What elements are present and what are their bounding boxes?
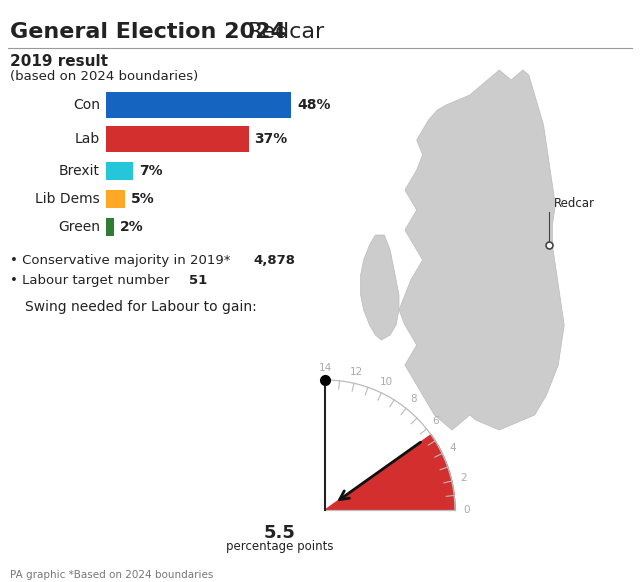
- Text: 10: 10: [380, 377, 393, 387]
- Text: Swing needed for Labour to gain:: Swing needed for Labour to gain:: [25, 300, 257, 314]
- Text: 5%: 5%: [131, 192, 155, 206]
- Polygon shape: [399, 70, 564, 430]
- Bar: [106, 162, 133, 180]
- Text: 14: 14: [318, 363, 332, 373]
- Text: Redcar: Redcar: [554, 197, 595, 210]
- Text: General Election 2024: General Election 2024: [10, 22, 286, 42]
- Text: 0: 0: [464, 505, 470, 515]
- Text: • Labour target number: • Labour target number: [10, 274, 173, 287]
- Polygon shape: [325, 435, 455, 510]
- Text: 5.5: 5.5: [264, 524, 296, 542]
- Text: Green: Green: [58, 220, 100, 234]
- Text: 2%: 2%: [120, 220, 143, 234]
- Text: 4: 4: [450, 443, 456, 453]
- Text: 48%: 48%: [297, 98, 330, 112]
- Text: Lab: Lab: [75, 132, 100, 146]
- Text: (based on 2024 boundaries): (based on 2024 boundaries): [10, 70, 198, 83]
- Bar: [106, 126, 248, 152]
- Text: 51: 51: [189, 274, 207, 287]
- Polygon shape: [361, 235, 399, 340]
- Text: 2019 result: 2019 result: [10, 54, 108, 69]
- Text: Lib Dems: Lib Dems: [35, 192, 100, 206]
- Text: 12: 12: [350, 367, 364, 377]
- Bar: [106, 190, 125, 208]
- Text: Brexit: Brexit: [59, 164, 100, 178]
- Text: 4,878: 4,878: [253, 254, 295, 267]
- Text: Con: Con: [73, 98, 100, 112]
- Text: Redcar: Redcar: [248, 22, 325, 42]
- Text: 7%: 7%: [139, 164, 163, 178]
- Text: percentage points: percentage points: [227, 540, 333, 553]
- Text: • Conservative majority in 2019*: • Conservative majority in 2019*: [10, 254, 235, 267]
- Text: 8: 8: [410, 394, 417, 404]
- Text: 6: 6: [433, 417, 439, 427]
- Bar: [106, 92, 291, 118]
- Text: 2: 2: [460, 473, 467, 484]
- Text: 37%: 37%: [255, 132, 288, 146]
- Text: PA graphic *Based on 2024 boundaries: PA graphic *Based on 2024 boundaries: [10, 570, 213, 580]
- Bar: [106, 218, 114, 236]
